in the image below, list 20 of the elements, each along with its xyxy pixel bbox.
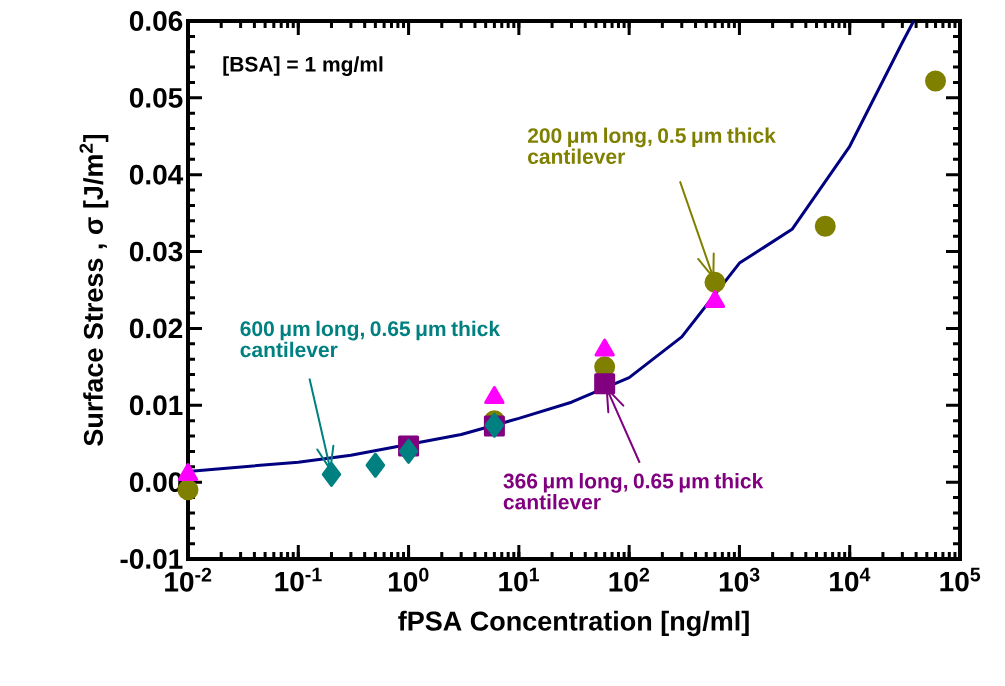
y-tick-label: -0.01 <box>120 549 183 569</box>
x-axis-title: fPSA Concentration [ng/ml] <box>398 610 749 637</box>
x-tick-label: 10$^{5}$ <box>940 567 981 592</box>
x-tick-label: 10$^{1}$ <box>499 567 539 592</box>
x-tick-label: 10$^{4}$ <box>830 567 871 592</box>
y-tick-label: 0.06 <box>129 11 183 31</box>
annotation: 600 μm long, 0.65 μm thick cantilever <box>240 320 501 358</box>
x-tick-label: 10$^{2}$ <box>609 567 650 592</box>
y-tick-label: 0.04 <box>129 164 184 185</box>
annotation: 200 μm long, 0.5 μm thick cantilever <box>527 127 776 165</box>
x-tick-label: 10$^{3}$ <box>719 567 760 592</box>
x-tick-label: 10$^{0}$ <box>388 567 429 592</box>
x-tick-label: 10$^{-1}$ <box>275 567 322 592</box>
y-tick-label: 0.03 <box>129 241 183 262</box>
annotation: [BSA] = 1 mg/ml <box>223 56 383 76</box>
y-axis-title: Surface Stress , σ [J/m$^{2}$] <box>79 134 109 446</box>
y-tick-label: 0.05 <box>129 87 183 108</box>
y-tick-label: 0.01 <box>129 395 183 416</box>
y-tick-label: 0.02 <box>129 318 183 339</box>
annotation: 366 μm long, 0.65 μm thick cantilever <box>503 473 764 510</box>
